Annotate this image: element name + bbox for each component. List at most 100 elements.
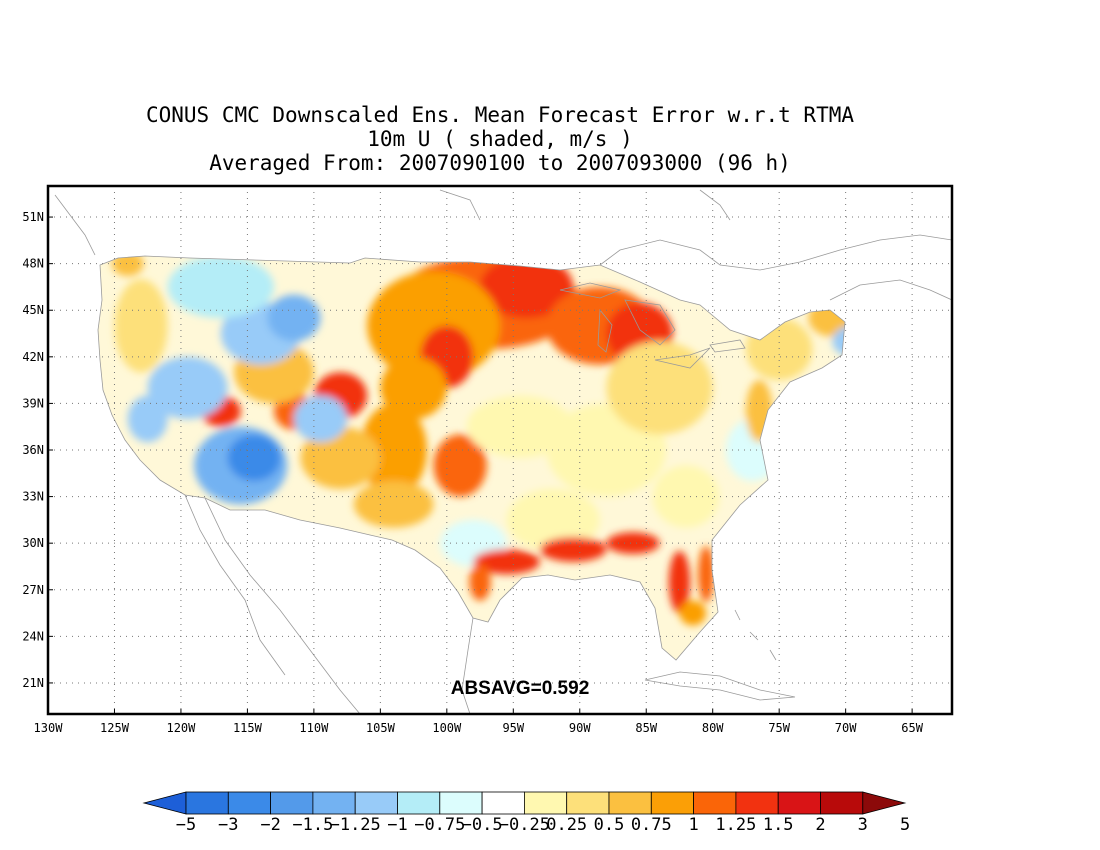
map-title-line-3: Averaged From: 2007090100 to 2007093000 …: [209, 151, 791, 175]
longitude-tick-label: 120W: [166, 721, 196, 735]
error-field-patch: [652, 465, 720, 528]
error-field-patch: [469, 563, 491, 601]
baja-coastline: [184, 494, 286, 676]
latitude-tick-label: 51N: [22, 210, 44, 224]
error-field-patch: [127, 395, 168, 443]
error-field-patch: [300, 426, 381, 489]
colorbar-low-arrow: [142, 791, 187, 815]
colorbar-label: 0.25: [546, 815, 587, 835]
colorbar-swatch: [227, 791, 272, 815]
error-field-patch: [167, 256, 275, 318]
colorbar-label: −1: [387, 815, 407, 835]
colorbar-swatch: [735, 791, 779, 815]
colorbar-swatch: [820, 791, 864, 815]
colorbar-label: 0.75: [631, 815, 672, 835]
canada-coastline: [54, 189, 952, 301]
map-title-line-2: 10m U ( shaded, m/s ): [367, 127, 633, 151]
colorbar-label: −0.5: [462, 815, 503, 835]
colorbar-label: 1.5: [763, 815, 794, 835]
longitude-tick-label: 75W: [768, 721, 790, 735]
longitude-tick-label: 90W: [569, 721, 591, 735]
error-field-patch: [506, 488, 600, 551]
absavg-annotation: ABSAVG=0.592: [451, 678, 590, 699]
latitude-tick-label: 39N: [22, 396, 44, 410]
colorbar-label: 1: [688, 815, 698, 835]
error-field-patch: [360, 403, 427, 497]
longitude-tick-label: 65W: [901, 721, 923, 735]
error-field-patch: [480, 256, 574, 318]
error-field-patch: [147, 356, 228, 419]
colorbar-label: −2: [260, 815, 280, 835]
colorbar-swatch: [312, 791, 356, 815]
colorbar-swatch: [270, 791, 314, 815]
colorbar-label: 3: [858, 815, 868, 835]
great-lakes-outline: [559, 282, 746, 369]
mexico-coastline: [204, 497, 474, 714]
cuba-outline: [644, 671, 796, 701]
forecast-error-map: 51N 48N 45N 42N 39N 36N 33N 30N 27N 24N 21N 130W 12…: [22, 184, 954, 735]
colorbar-label: 1.25: [715, 815, 756, 835]
colorbar-label: 2: [815, 815, 825, 835]
colorbar-swatch: [608, 791, 652, 815]
latitude-tick-label: 42N: [22, 350, 44, 364]
colorbar-swatch: [650, 791, 694, 815]
error-field-patch: [539, 536, 607, 562]
latitude-tick-labels: 51N 48N 45N 42N 39N 36N 33N 30N 27N 24N 21N: [22, 210, 53, 690]
longitude-tick-label: 80W: [702, 721, 724, 735]
colorbar-high-arrow: [862, 791, 907, 815]
error-field-patch: [473, 549, 540, 575]
colorbar-swatch: [693, 791, 737, 815]
colorbar-label: −5: [176, 815, 196, 835]
longitude-tick-label: 110W: [299, 721, 329, 735]
colorbar-swatch: [566, 791, 610, 815]
colorbar-label: −1.5: [292, 815, 333, 835]
longitude-tick-label: 95W: [502, 721, 524, 735]
latitude-tick-label: 30N: [22, 536, 44, 550]
conus-outline: [97, 255, 846, 661]
latitude-tick-label: 33N: [22, 490, 44, 504]
error-field-patch: [679, 600, 707, 626]
colorbar-label: −0.75: [414, 815, 465, 835]
longitude-tick-label: 105W: [366, 721, 396, 735]
error-field-patch: [668, 550, 691, 614]
colorbar-swatch: [439, 791, 483, 815]
colorbar-swatch: [777, 791, 821, 815]
colorbar-label: 5: [900, 815, 910, 835]
longitude-tick-label: 125W: [100, 721, 130, 735]
latitude-tick-label: 45N: [22, 303, 44, 317]
latitude-tick-label: 24N: [22, 629, 44, 643]
map-title-line-1: CONUS CMC Downscaled Ens. Mean Forecast …: [145, 103, 854, 127]
longitude-tick-label: 115W: [233, 721, 263, 735]
colorbar-label: −1.25: [330, 815, 381, 835]
coastline-outlines: [54, 189, 952, 714]
latitude-tick-label: 36N: [22, 443, 44, 457]
longitude-tick-labels: 130W 125W 120W 115W 110W 105W 100W 95W 90W 85W 80W…: [34, 709, 924, 735]
error-field-patch: [353, 481, 434, 528]
error-field-patch: [227, 434, 281, 482]
shaded-error-field: [98, 256, 845, 660]
colorbar-swatch: [397, 791, 441, 815]
latitude-tick-label: 27N: [22, 583, 44, 597]
colorbar-swatch: [481, 791, 525, 815]
error-field-patch: [466, 395, 574, 458]
error-field-patch: [606, 532, 660, 555]
colorbar-label: −0.25: [499, 815, 550, 835]
longitude-tick-label: 85W: [635, 721, 657, 735]
longitude-tick-label: 70W: [835, 721, 857, 735]
latitude-tick-label: 21N: [22, 676, 44, 690]
colorbar-swatch: [185, 791, 229, 815]
error-field-patch: [114, 279, 168, 373]
longitude-tick-label: 130W: [34, 721, 64, 735]
colorbar-swatch: [524, 791, 568, 815]
longitude-tick-label: 100W: [432, 721, 462, 735]
latitude-tick-label: 48N: [22, 257, 44, 271]
error-field-patch: [293, 395, 348, 443]
error-field-patch: [606, 341, 713, 435]
colorbar-label: 0.5: [594, 815, 625, 835]
colorbar-swatch: [354, 791, 398, 815]
colorbar-label: −3: [218, 815, 238, 835]
error-field-patch: [698, 546, 715, 603]
error-field-patch: [267, 294, 321, 342]
bahamas-outline: [734, 609, 777, 661]
